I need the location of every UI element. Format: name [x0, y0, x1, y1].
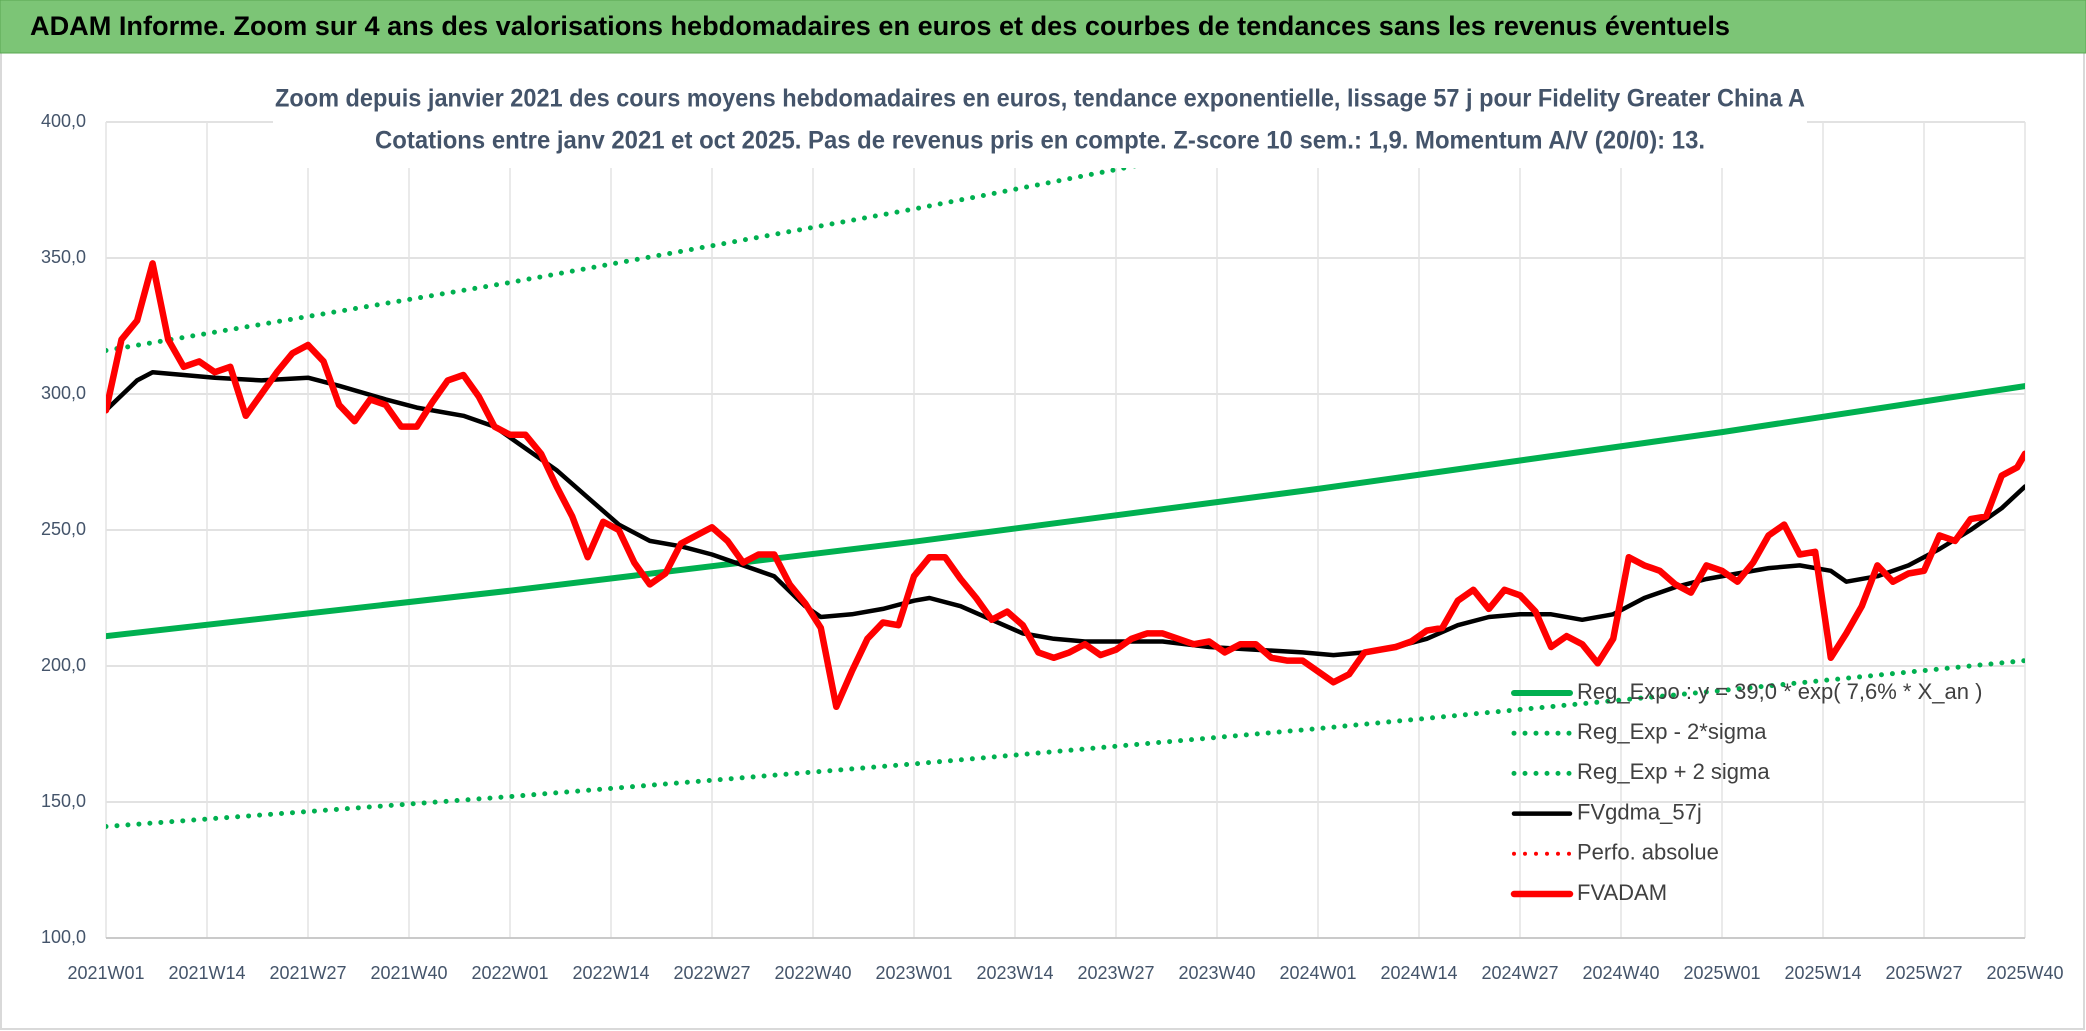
x-tick-label: 2021W27 — [269, 963, 346, 983]
x-tick-label: 2022W40 — [774, 963, 851, 983]
series-line — [106, 369, 2025, 658]
x-tick-label: 2022W01 — [471, 963, 548, 983]
banner-title: ADAM Informe. Zoom sur 4 ans des valoris… — [30, 11, 1730, 41]
y-tick-label: 100,0 — [41, 927, 86, 947]
legend-label: FVADAM — [1577, 880, 1667, 905]
x-tick-label: 2023W01 — [875, 963, 952, 983]
chart-subtitle: Cotations entre janv 2021 et oct 2025. P… — [375, 127, 1705, 155]
x-tick-label: 2024W27 — [1481, 963, 1558, 983]
title-box — [273, 80, 1807, 168]
x-tick-label: 2021W01 — [67, 963, 144, 983]
series-line — [106, 658, 2025, 829]
x-tick-label: 2021W14 — [168, 963, 245, 983]
y-tick-label: 200,0 — [41, 655, 86, 675]
x-tick-label: 2022W27 — [673, 963, 750, 983]
series-line — [106, 122, 1370, 353]
x-tick-label: 2024W01 — [1279, 963, 1356, 983]
x-tick-label: 2021W40 — [370, 963, 447, 983]
y-tick-label: 300,0 — [41, 383, 86, 403]
x-tick-label: 2023W27 — [1077, 963, 1154, 983]
series-line — [106, 383, 2025, 640]
legend-label: FVgdma_57j — [1577, 799, 1702, 824]
x-tick-label: 2025W14 — [1784, 963, 1861, 983]
x-tick-label: 2024W14 — [1380, 963, 1457, 983]
x-tick-label: 2023W40 — [1178, 963, 1255, 983]
y-tick-label: 150,0 — [41, 791, 86, 811]
legend-label: Reg_Exp + 2 sigma — [1577, 759, 1770, 784]
x-tick-label: 2025W40 — [1986, 963, 2063, 983]
x-tick-label: 2025W27 — [1885, 963, 1962, 983]
x-tick-label: 2023W14 — [976, 963, 1053, 983]
y-tick-label: 350,0 — [41, 247, 86, 267]
y-tick-label: 250,0 — [41, 519, 86, 539]
legend-label: Perfo. absolue — [1577, 840, 1719, 865]
frame — [0, 39, 2085, 1030]
x-tick-label: 2025W01 — [1683, 963, 1760, 983]
legend-label: Reg_Expo : y = 39,0 * exp( 7,6% * X_an ) — [1577, 679, 1982, 704]
banner — [0, 0, 2086, 54]
legend-label: Reg_Exp - 2*sigma — [1577, 719, 1767, 744]
x-tick-label: 2022W14 — [572, 963, 649, 983]
x-tick-label: 2024W40 — [1582, 963, 1659, 983]
y-tick-label: 400,0 — [41, 111, 86, 131]
series-line — [106, 260, 2025, 711]
chart-title: Zoom depuis janvier 2021 des cours moyen… — [275, 85, 1805, 113]
